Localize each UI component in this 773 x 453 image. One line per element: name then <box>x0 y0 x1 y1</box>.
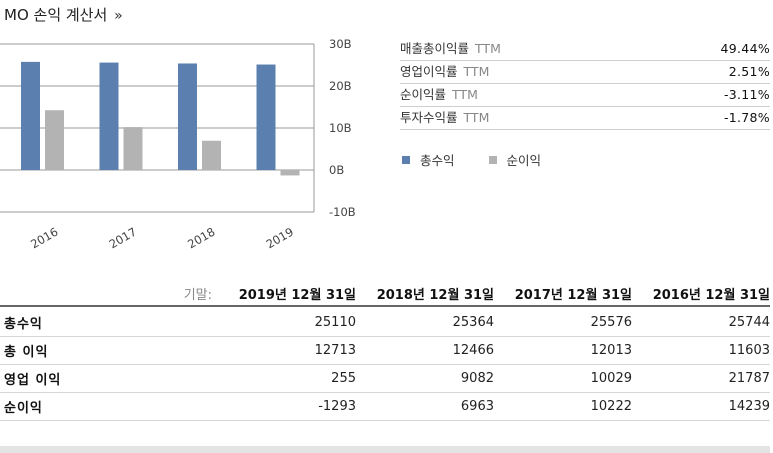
bar-revenue <box>99 62 119 171</box>
legend-label: 순이익 <box>506 153 542 168</box>
table-divider <box>0 305 770 307</box>
metric-value: -1.78% <box>723 110 770 125</box>
x-tick-label: 2017 <box>107 225 139 249</box>
bar-revenue <box>21 61 40 170</box>
bar-revenue <box>256 64 276 170</box>
table-row: 순이익 -1293 6963 10222 14239 <box>0 392 770 421</box>
period-column: 2016년 12월 31일 <box>652 288 770 303</box>
table-row: 총수익 25110 25364 25576 25744 <box>0 309 770 337</box>
legend-swatch <box>488 155 497 164</box>
table-cell: 25744 <box>632 309 770 337</box>
legend-item-net-income[interactable]: 순이익 <box>488 150 542 169</box>
table-cell: -1293 <box>218 392 356 421</box>
table-cell: 255 <box>218 364 356 393</box>
y-tick-label: 30B <box>329 37 352 51</box>
row-label: 총 이익 <box>0 336 218 365</box>
page-title: MO 손익 계산서 » <box>4 4 123 25</box>
table-cell: 25364 <box>356 309 494 337</box>
table-cell: 9082 <box>356 364 494 393</box>
metric-ttm: TTM <box>463 64 490 79</box>
bar-revenue <box>178 63 197 170</box>
legend-label: 총수익 <box>420 153 455 168</box>
table-cell: 14239 <box>632 392 770 421</box>
bar-net-income <box>45 110 64 170</box>
y-tick-label: 10B <box>329 121 352 135</box>
bar-net-income <box>280 170 300 176</box>
more-link[interactable]: » <box>114 8 123 24</box>
metric-row: 매출총이익률 TTM 49.44% <box>400 38 770 61</box>
metric-ttm: TTM <box>452 87 478 102</box>
table-cell: 21787 <box>632 364 770 393</box>
table-cell: 10222 <box>494 392 632 421</box>
x-tick-label: 2018 <box>185 225 217 249</box>
metric-row: 투자수익률 TTM -1.78% <box>400 107 770 130</box>
y-tick-label: -10B <box>329 205 356 219</box>
table-cell: 12013 <box>494 336 632 365</box>
table-cell: 12713 <box>218 336 356 365</box>
table-row: 총 이익 12713 12466 12013 11603 <box>0 336 770 365</box>
metric-label: 투자수익률 <box>400 110 458 125</box>
metric-value: -3.11% <box>723 87 770 102</box>
table-row: 영업 이익 255 9082 10029 21787 <box>0 364 770 393</box>
metric-ttm: TTM <box>475 41 501 56</box>
metric-row: 영업이익률 TTM 2.51% <box>400 61 770 84</box>
period-column: 2019년 12월 31일 <box>238 288 356 303</box>
row-label: 순이익 <box>0 392 218 421</box>
metric-label: 매출총이익률 <box>400 41 470 56</box>
period-column: 2017년 12월 31일 <box>514 288 632 303</box>
legend-item-revenue[interactable]: 총수익 <box>402 150 455 169</box>
x-tick-label: 2016 <box>28 225 60 249</box>
bar-net-income <box>123 127 143 170</box>
income-chart: 30B 20B 10B 0B -10B 2016 2017 2018 2019 <box>0 37 356 249</box>
income-table: 총수익 25110 25364 25576 25744 총 이익 12713 1… <box>0 309 770 421</box>
period-label: 기말: <box>183 288 212 303</box>
table-cell: 25576 <box>494 309 632 337</box>
table-cell: 11603 <box>632 336 770 365</box>
title-text: MO 손익 계산서 <box>4 6 108 24</box>
metric-ttm: TTM <box>463 110 490 125</box>
y-tick-label: 0B <box>329 163 344 177</box>
bottom-scrollbar[interactable] <box>0 446 770 453</box>
metric-value: 49.44% <box>720 41 770 56</box>
y-tick-label: 20B <box>329 79 352 93</box>
table-cell: 10029 <box>494 364 632 393</box>
bar-net-income <box>202 140 221 170</box>
table-cell: 25110 <box>218 309 356 337</box>
chart-legend: 총수익 순이익 <box>402 150 541 169</box>
row-label: 총수익 <box>0 309 218 337</box>
legend-swatch <box>402 155 410 164</box>
ratio-metrics: 매출총이익률 TTM 49.44% 영업이익률 TTM 2.51% 순이익률 TTM … <box>400 38 770 130</box>
metric-value: 2.51% <box>728 64 770 79</box>
metric-row: 순이익률 TTM -3.11% <box>400 84 770 107</box>
period-header: 기말: 2019년 12월 31일 2018년 12월 31일 2017년 12… <box>0 284 770 303</box>
table-cell: 6963 <box>356 392 494 421</box>
table-cell: 12466 <box>356 336 494 365</box>
x-tick-label: 2019 <box>264 225 296 249</box>
metric-label: 순이익률 <box>400 87 447 102</box>
period-column: 2018년 12월 31일 <box>376 288 494 303</box>
row-label: 영업 이익 <box>0 364 218 393</box>
metric-label: 영업이익률 <box>400 64 458 79</box>
